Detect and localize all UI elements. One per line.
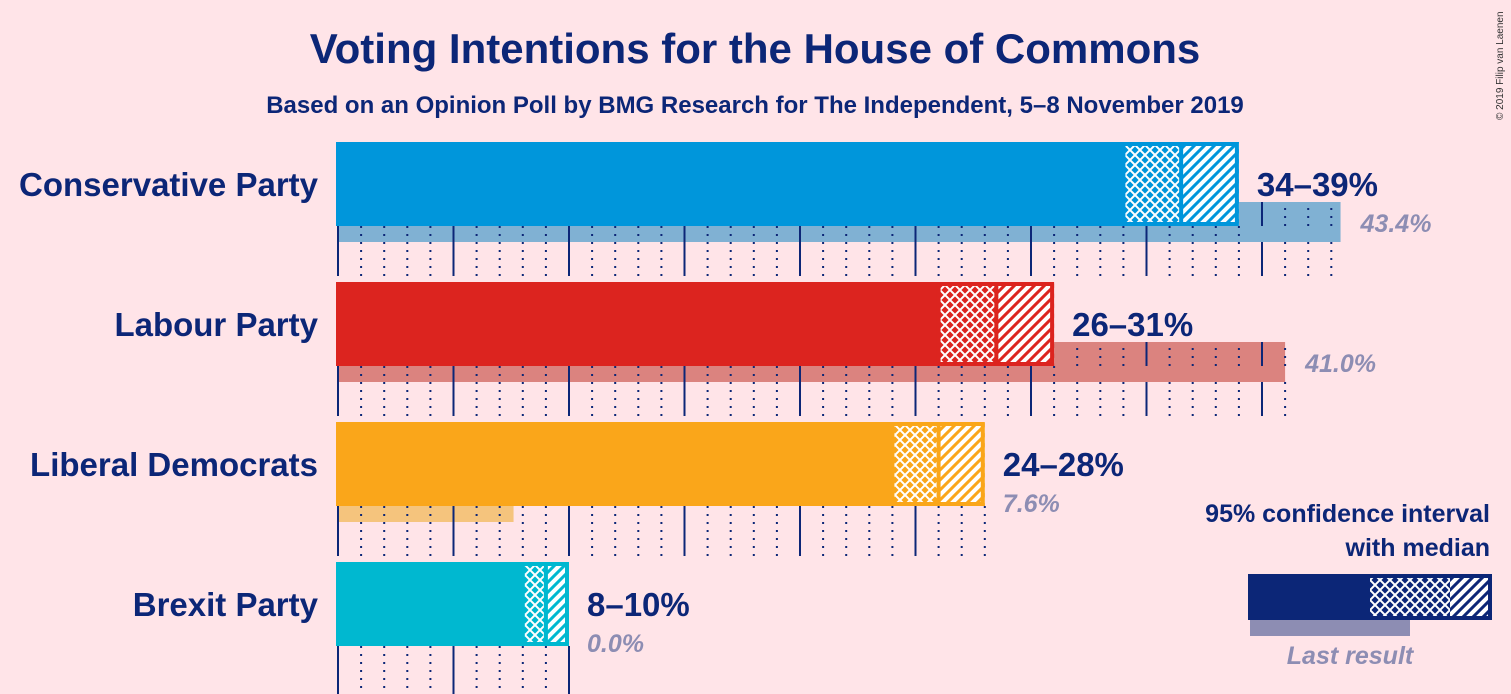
legend: 95% confidence interval with median Last…	[1205, 500, 1492, 670]
legend-bar-outline	[1248, 574, 1492, 620]
last-result-label: 41.0%	[1304, 350, 1376, 378]
legend-line-1: 95% confidence interval	[1205, 500, 1490, 528]
last-result-label: 7.6%	[1003, 490, 1060, 518]
ci-upper-segment	[996, 282, 1055, 366]
party-label: Labour Party	[114, 306, 318, 343]
legend-last-result-label: Last result	[1287, 642, 1415, 670]
range-label: 26–31%	[1072, 306, 1193, 343]
ci-upper-segment	[1181, 142, 1239, 226]
party-label: Conservative Party	[19, 166, 319, 203]
ci-lower-segment	[522, 562, 546, 646]
ci-lower-segment	[938, 282, 997, 366]
range-label: 24–28%	[1003, 446, 1124, 483]
legend-hatch-bar	[1450, 576, 1490, 618]
range-label: 8–10%	[587, 586, 690, 623]
legend-line-2: with median	[1345, 534, 1490, 562]
estimate-bar	[336, 142, 1124, 226]
ci-lower-segment	[1123, 142, 1182, 226]
chart-subtitle: Based on an Opinion Poll by BMG Research…	[266, 92, 1244, 119]
estimate-bar	[336, 282, 939, 366]
bars-layer: Conservative Party 34–39% 43.4% Labour Part…	[19, 142, 1431, 694]
estimate-bar	[336, 422, 893, 506]
last-result-label: 43.4%	[1360, 210, 1432, 238]
range-label: 34–39%	[1257, 166, 1378, 203]
estimate-bar	[336, 562, 523, 646]
legend-last-result-bar	[1250, 618, 1410, 636]
ci-upper-segment	[545, 562, 569, 646]
copyright-notice: © 2019 Filip van Laenen	[1495, 11, 1506, 120]
ci-upper-segment	[938, 422, 985, 506]
legend-crosshatch-bar	[1370, 576, 1450, 618]
last-result-label: 0.0%	[587, 630, 644, 658]
party-label: Liberal Democrats	[30, 446, 318, 483]
chart-title: Voting Intentions for the House of Commo…	[310, 25, 1201, 72]
legend-solid-bar	[1250, 576, 1370, 618]
party-label: Brexit Party	[133, 586, 319, 623]
ci-lower-segment	[892, 422, 939, 506]
